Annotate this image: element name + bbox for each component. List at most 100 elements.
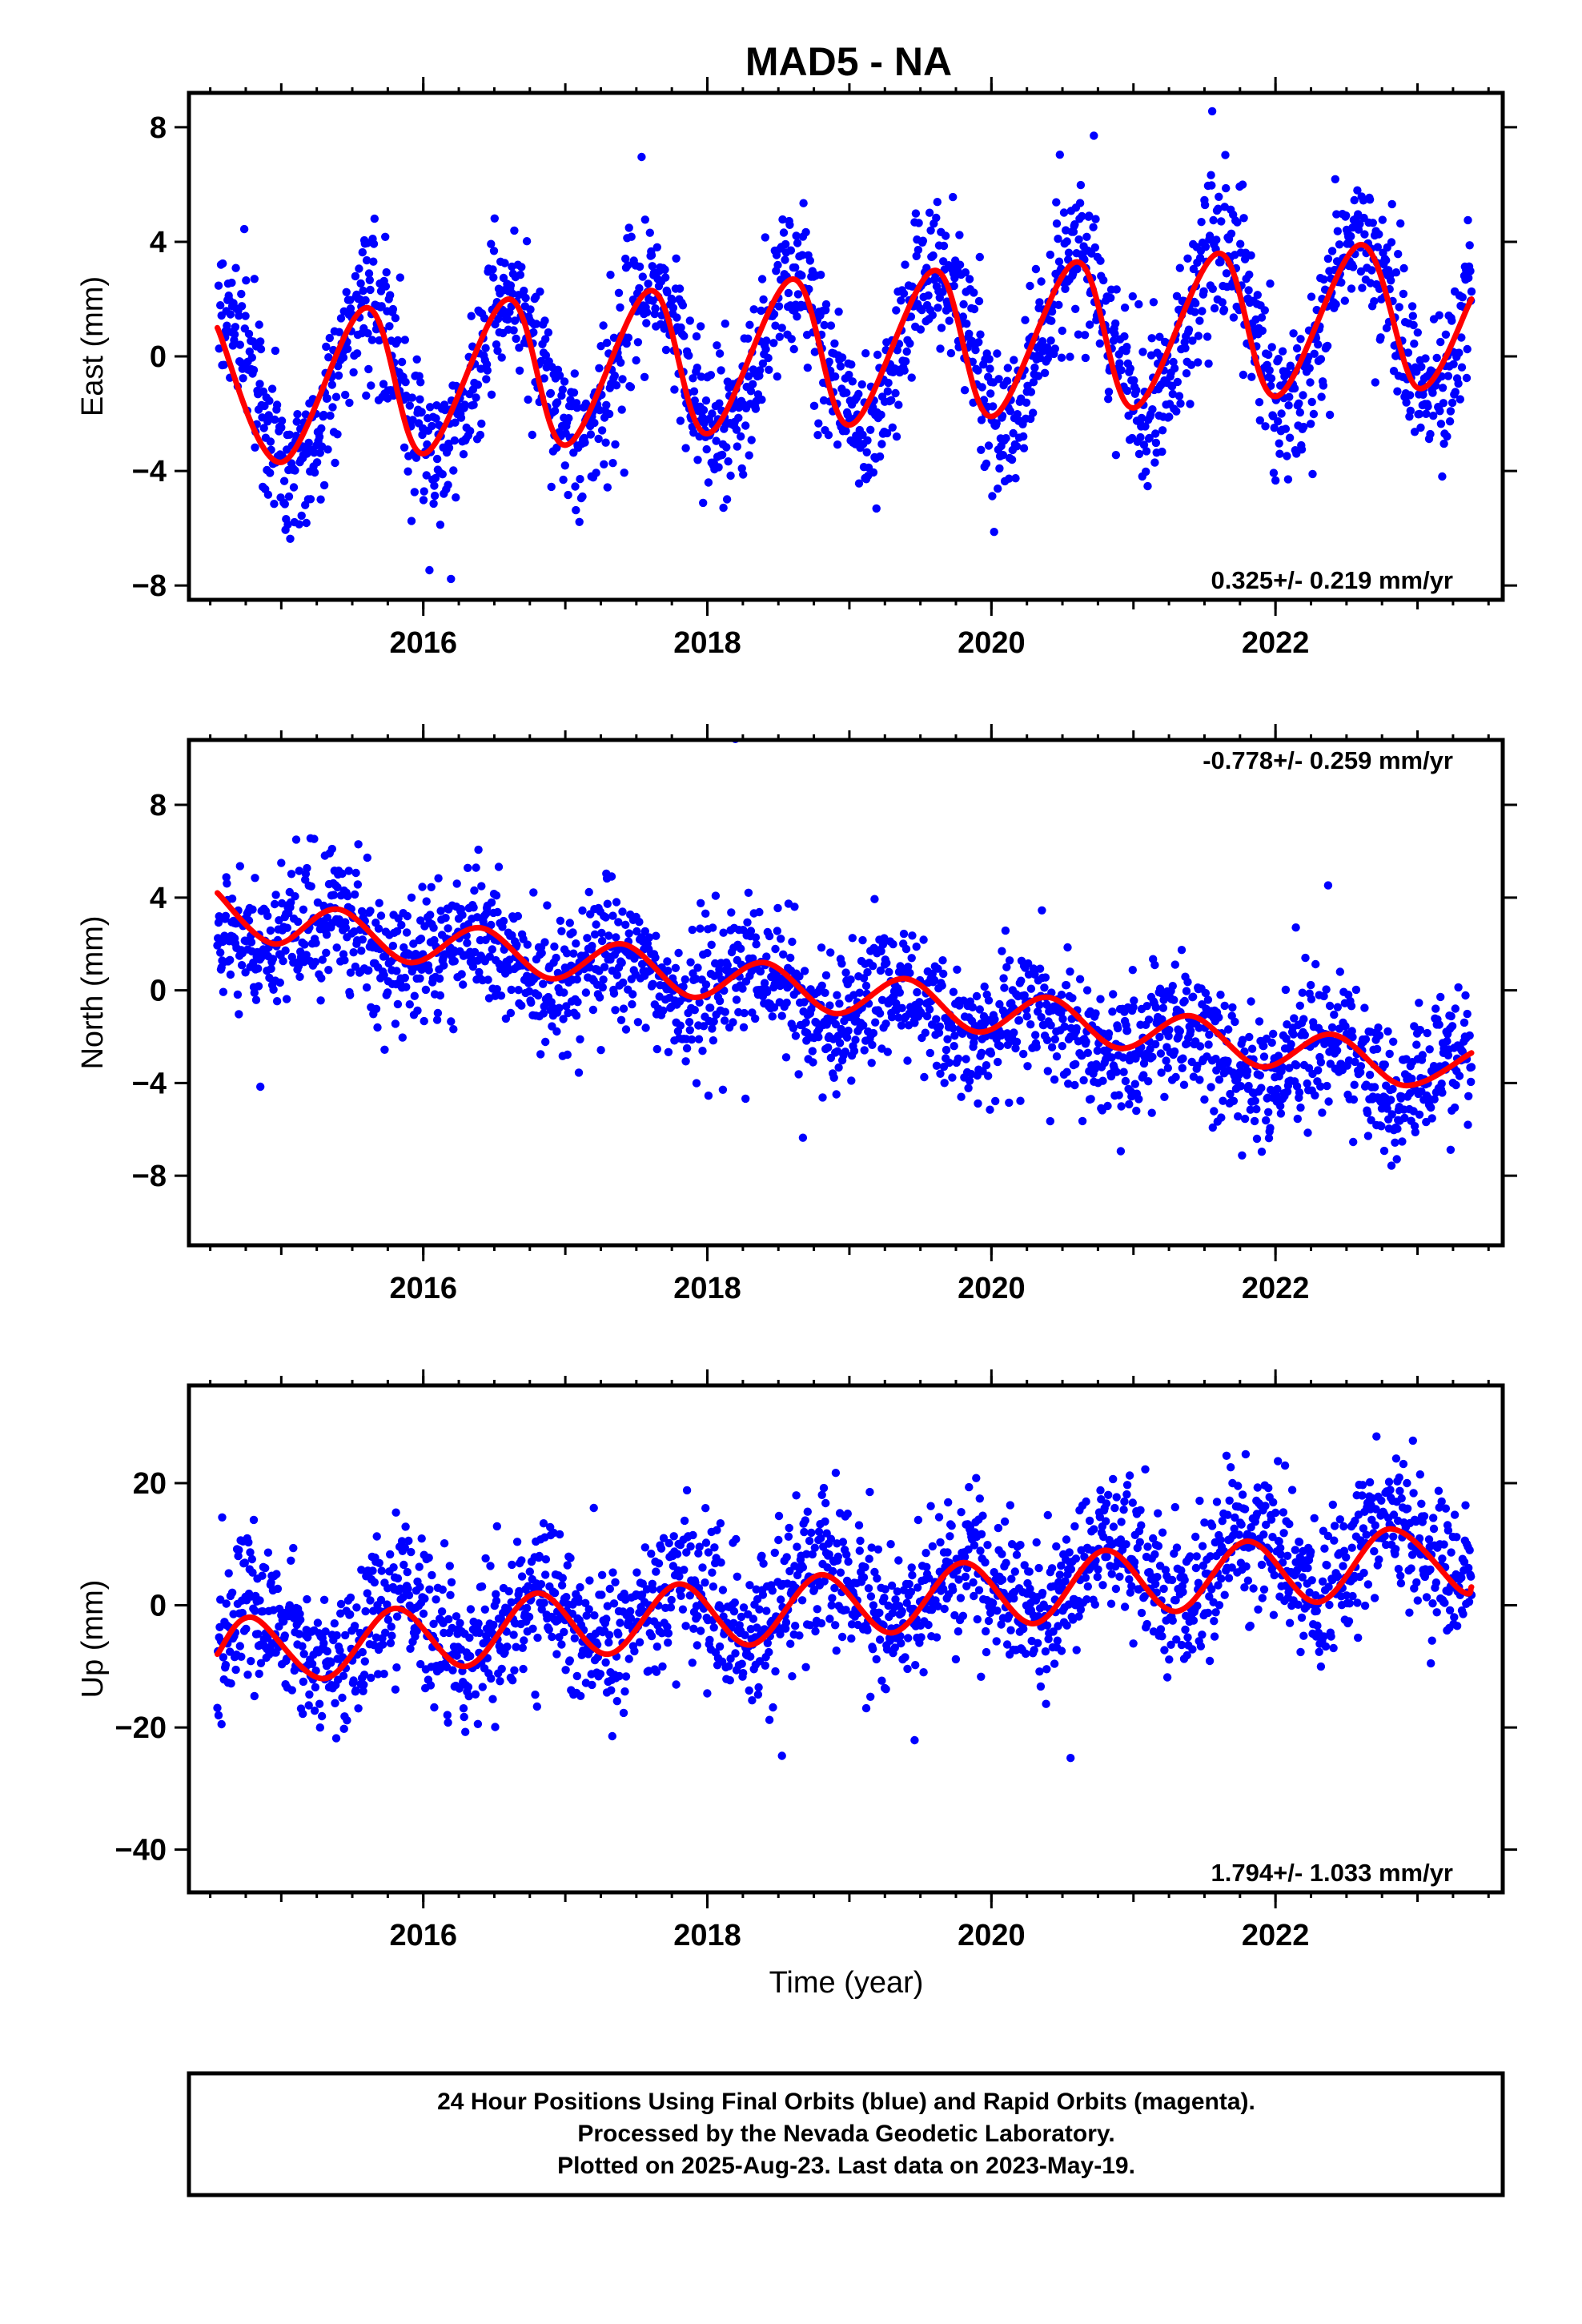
east-point [749, 305, 758, 314]
east-point [1191, 308, 1199, 316]
east-point [1292, 344, 1302, 353]
north-point [410, 991, 419, 1000]
east-point [250, 275, 259, 283]
up-point [311, 1667, 320, 1675]
east-point [924, 291, 933, 300]
up-point [406, 1644, 415, 1653]
up-point [376, 1595, 386, 1605]
east-point [1035, 298, 1044, 307]
north-point [867, 1059, 876, 1068]
north-point [1158, 1003, 1168, 1012]
north-point [687, 1035, 697, 1044]
east-point [364, 269, 374, 278]
north-point [1164, 1031, 1173, 1041]
north-point [999, 974, 1008, 983]
north-point [1298, 988, 1307, 997]
east-point [386, 291, 395, 300]
east-xtick-label: 2016 [389, 626, 457, 660]
east-point [277, 423, 286, 432]
east-point [289, 483, 299, 492]
north-point [1058, 1015, 1067, 1023]
east-point [651, 304, 660, 313]
north-point [618, 907, 627, 916]
east-point [1466, 267, 1475, 275]
up-point [335, 1646, 344, 1655]
up-point [244, 1538, 253, 1547]
east-point [1297, 445, 1307, 454]
chart-title: MAD5 - NA [745, 39, 952, 84]
east-point [913, 245, 923, 255]
east-point [1184, 325, 1194, 334]
up-point [536, 1580, 546, 1589]
east-point [1050, 344, 1060, 353]
east-point [872, 504, 881, 513]
east-point [572, 505, 580, 515]
east-point [345, 398, 354, 408]
north-point [1351, 1057, 1359, 1067]
up-point [608, 1731, 616, 1741]
up-point [415, 1562, 424, 1571]
up-point [576, 1691, 585, 1700]
east-point [1112, 285, 1121, 294]
north-point [861, 981, 871, 991]
east-point [310, 468, 319, 477]
north-point [1165, 1025, 1174, 1035]
up-point [419, 1609, 428, 1618]
east-point [396, 273, 404, 282]
east-point [1062, 237, 1071, 246]
north-point [1144, 1015, 1154, 1024]
east-point [1319, 381, 1328, 390]
east-point [1346, 239, 1355, 248]
north-point [1234, 1112, 1243, 1121]
north-point [905, 968, 914, 978]
north-point [263, 911, 272, 921]
east-point [699, 405, 709, 415]
east-point [945, 316, 954, 325]
north-point [1467, 1063, 1476, 1072]
east-point [325, 333, 334, 343]
north-point [613, 945, 622, 955]
up-point [372, 1532, 381, 1541]
up-point [238, 1608, 247, 1618]
east-point [1436, 337, 1445, 347]
north-point [887, 1013, 897, 1022]
east-point [624, 261, 632, 270]
north-point [492, 985, 501, 994]
north-point [374, 924, 383, 933]
east-point [270, 500, 279, 509]
north-point [1238, 1151, 1247, 1160]
north-point [1410, 1022, 1419, 1031]
north-point [962, 1055, 970, 1063]
up-point [517, 1572, 527, 1581]
north-point [1431, 1004, 1440, 1013]
north-point [1204, 1040, 1213, 1049]
east-point [960, 386, 970, 395]
north-point [1318, 1108, 1327, 1117]
north-point [954, 1054, 963, 1063]
north-point [529, 888, 538, 897]
north-point [405, 1000, 414, 1009]
north-point [1415, 1110, 1424, 1120]
up-point [416, 1659, 425, 1669]
east-point [1428, 388, 1437, 397]
north-point [907, 954, 916, 963]
north-point [1178, 1054, 1187, 1063]
east-point [367, 381, 375, 390]
north-point [782, 998, 791, 1007]
east-point [692, 332, 701, 341]
east-ytick-label: 0 [150, 340, 167, 374]
north-point [869, 1028, 878, 1038]
east-point [1331, 175, 1340, 183]
north-point [1229, 1096, 1239, 1106]
east-point [706, 371, 716, 380]
north-point [332, 943, 341, 952]
east-point [431, 473, 440, 483]
north-point [704, 1092, 713, 1100]
north-point [457, 970, 466, 979]
east-point [1290, 384, 1299, 393]
north-point [1144, 1077, 1153, 1086]
north-point [1082, 986, 1092, 995]
north-point [608, 911, 617, 920]
east-point [975, 252, 985, 262]
